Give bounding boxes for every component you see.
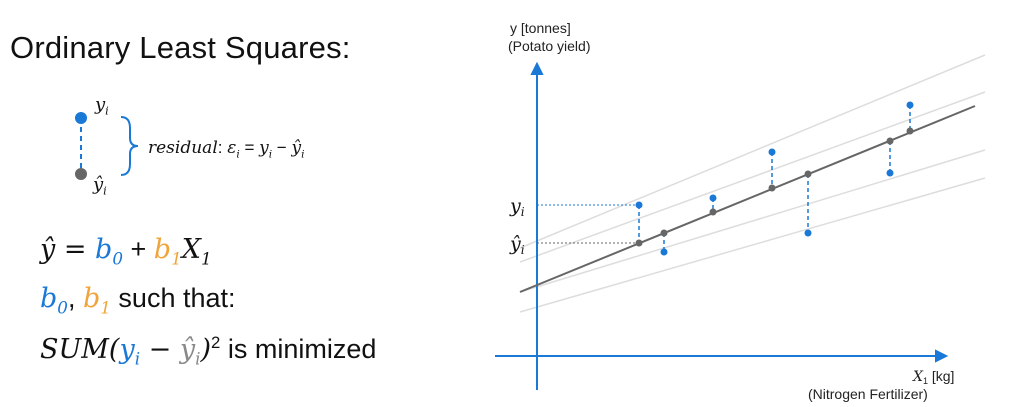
observed-point bbox=[635, 201, 643, 209]
observed-point bbox=[906, 101, 914, 109]
observed-point bbox=[804, 229, 812, 237]
fitted-point bbox=[906, 127, 914, 135]
fitted-line bbox=[519, 105, 976, 293]
alt-line-2 bbox=[519, 91, 986, 263]
residual-marker-icon bbox=[75, 112, 87, 180]
page-title: Ordinary Least Squares: bbox=[10, 30, 351, 65]
residual-definition: residual: εi = yi − ŷi bbox=[148, 138, 305, 161]
observed-point bbox=[709, 194, 717, 202]
tick-yhat: ŷi bbox=[509, 233, 525, 257]
x-axis-arrow-icon bbox=[935, 349, 949, 363]
y-axis-label-sub: (Potato yield) bbox=[508, 38, 590, 54]
residual-legend: yi ŷi residual: εi = yi − ŷi bbox=[60, 92, 390, 202]
observed-points bbox=[635, 101, 914, 256]
fitted-point bbox=[660, 229, 668, 237]
alt-line-3 bbox=[519, 149, 986, 293]
observed-point-icon bbox=[75, 112, 87, 124]
fitted-points bbox=[635, 127, 914, 247]
observed-point bbox=[660, 248, 668, 256]
brace-icon bbox=[120, 116, 139, 176]
axes bbox=[495, 61, 949, 390]
fitted-label: ŷi bbox=[93, 174, 107, 198]
x-axis-label: X1 [kg] bbox=[912, 368, 954, 386]
y-axis-label: y [tonnes] bbox=[510, 20, 571, 36]
tick-yi: yi bbox=[509, 195, 525, 219]
fitted-point bbox=[886, 137, 894, 145]
alternative-lines bbox=[519, 54, 986, 313]
alt-line-4 bbox=[519, 177, 986, 313]
fitted-point-icon bbox=[75, 168, 87, 180]
residuals bbox=[638, 105, 911, 252]
fitted-point bbox=[768, 184, 776, 192]
observed-point bbox=[768, 148, 776, 156]
fitted-point bbox=[635, 239, 643, 247]
fitted-point bbox=[709, 208, 717, 216]
observed-label: yi bbox=[95, 94, 109, 118]
observed-point bbox=[886, 169, 894, 177]
regression-equation: ŷ = b0 + b1X1 bbox=[40, 234, 212, 269]
x-axis-label-sub: (Nitrogen Fertilizer) bbox=[808, 386, 928, 402]
coefficients-condition: b0, b1 such that: bbox=[40, 283, 236, 318]
y-axis-arrow-icon bbox=[530, 61, 544, 75]
minimization-condition: SUM(yi − ŷi)2 is minimized bbox=[40, 333, 377, 369]
alt-line-1 bbox=[519, 54, 986, 249]
fitted-point bbox=[804, 170, 812, 178]
